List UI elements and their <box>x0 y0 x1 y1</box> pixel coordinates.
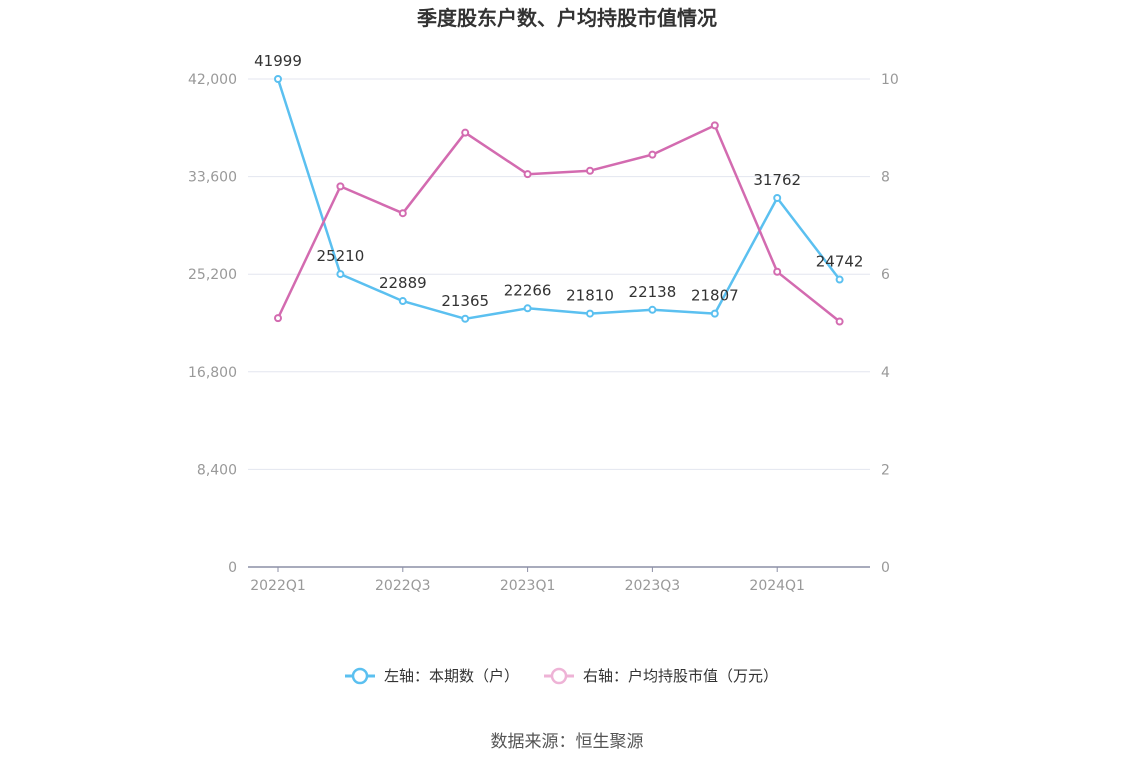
data-label: 22266 <box>504 281 552 299</box>
y-right-tick-label: 0 <box>881 560 890 576</box>
series-point-right <box>648 150 657 159</box>
series-point-left <box>773 193 782 202</box>
data-label: 22138 <box>629 283 677 301</box>
series-point-right <box>274 314 282 323</box>
series-point-right <box>835 317 844 326</box>
data-label: 41999 <box>254 52 302 70</box>
data-label: 25210 <box>317 247 365 265</box>
series-point-right <box>773 267 782 276</box>
legend-marker <box>550 667 568 685</box>
source-note: 数据来源：恒生聚源 <box>491 732 644 752</box>
series-point-right <box>398 209 407 218</box>
grid-lines <box>248 78 870 470</box>
series-point-right <box>461 128 470 137</box>
chart-title: 季度股东户数、户均持股市值情况 <box>416 6 717 30</box>
series-lines <box>274 75 844 326</box>
data-label: 22889 <box>379 274 427 292</box>
legend-label: 左轴：本期数（户） <box>384 667 519 685</box>
legend-label: 右轴：户均持股市值（万元） <box>583 667 778 685</box>
series-point-left <box>586 309 594 318</box>
y-right-tick-label: 6 <box>881 267 890 283</box>
y-right-tick-label: 10 <box>881 72 899 88</box>
series-line-left <box>276 78 841 321</box>
series-point-left <box>274 75 282 84</box>
legend[interactable]: 左轴：本期数（户） 右轴：户均持股市值（万元） <box>345 667 778 685</box>
y-left-tick-label: 16,800 <box>188 365 237 381</box>
series-point-left <box>523 304 532 313</box>
series-line-right <box>276 124 841 323</box>
data-label: 31762 <box>753 171 801 189</box>
x-tick-label: 2024Q1 <box>749 578 805 594</box>
data-label: 21810 <box>566 287 614 305</box>
y-right-tick-label: 4 <box>881 365 890 381</box>
x-tick-label: 2022Q3 <box>375 578 431 594</box>
x-tick-label: 2023Q1 <box>500 578 556 594</box>
y-right-tick-label: 8 <box>881 170 890 186</box>
series-point-left <box>398 297 407 306</box>
x-tick-label: 2022Q1 <box>250 578 306 594</box>
series-point-left <box>461 314 470 323</box>
x-tick-label: 2023Q3 <box>625 578 681 594</box>
data-label: 21807 <box>691 287 739 305</box>
series-point-right <box>523 170 532 179</box>
series-point-left <box>648 305 657 314</box>
series-point-left <box>710 309 719 318</box>
series-point-left <box>835 275 844 284</box>
series-point-right <box>710 121 719 130</box>
legend-marker <box>351 667 369 685</box>
legend-item-left[interactable]: 左轴：本期数（户） <box>345 667 519 685</box>
y-left-tick-label: 25,200 <box>188 267 237 283</box>
data-label: 24742 <box>816 253 864 271</box>
y-right-tick-label: 2 <box>881 462 890 478</box>
data-label: 21365 <box>441 292 489 310</box>
series-point-left <box>336 270 345 279</box>
axes: 0 8,400 16,800 25,200 33,600 42,000 0 2 4 6 8 10 202… <box>188 72 899 594</box>
y-left-tick-label: 33,600 <box>188 170 237 186</box>
y-left-tick-label: 8,400 <box>197 462 237 478</box>
data-labels: 41999 25210 22889 21365 22266 21810 22138 21807… <box>254 52 863 310</box>
series-point-right <box>586 166 594 175</box>
series-point-right <box>336 182 345 191</box>
legend-item-right[interactable]: 右轴：户均持股市值（万元） <box>544 667 778 685</box>
y-left-tick-label: 42,000 <box>188 72 237 88</box>
y-left-tick-label: 0 <box>228 560 237 576</box>
